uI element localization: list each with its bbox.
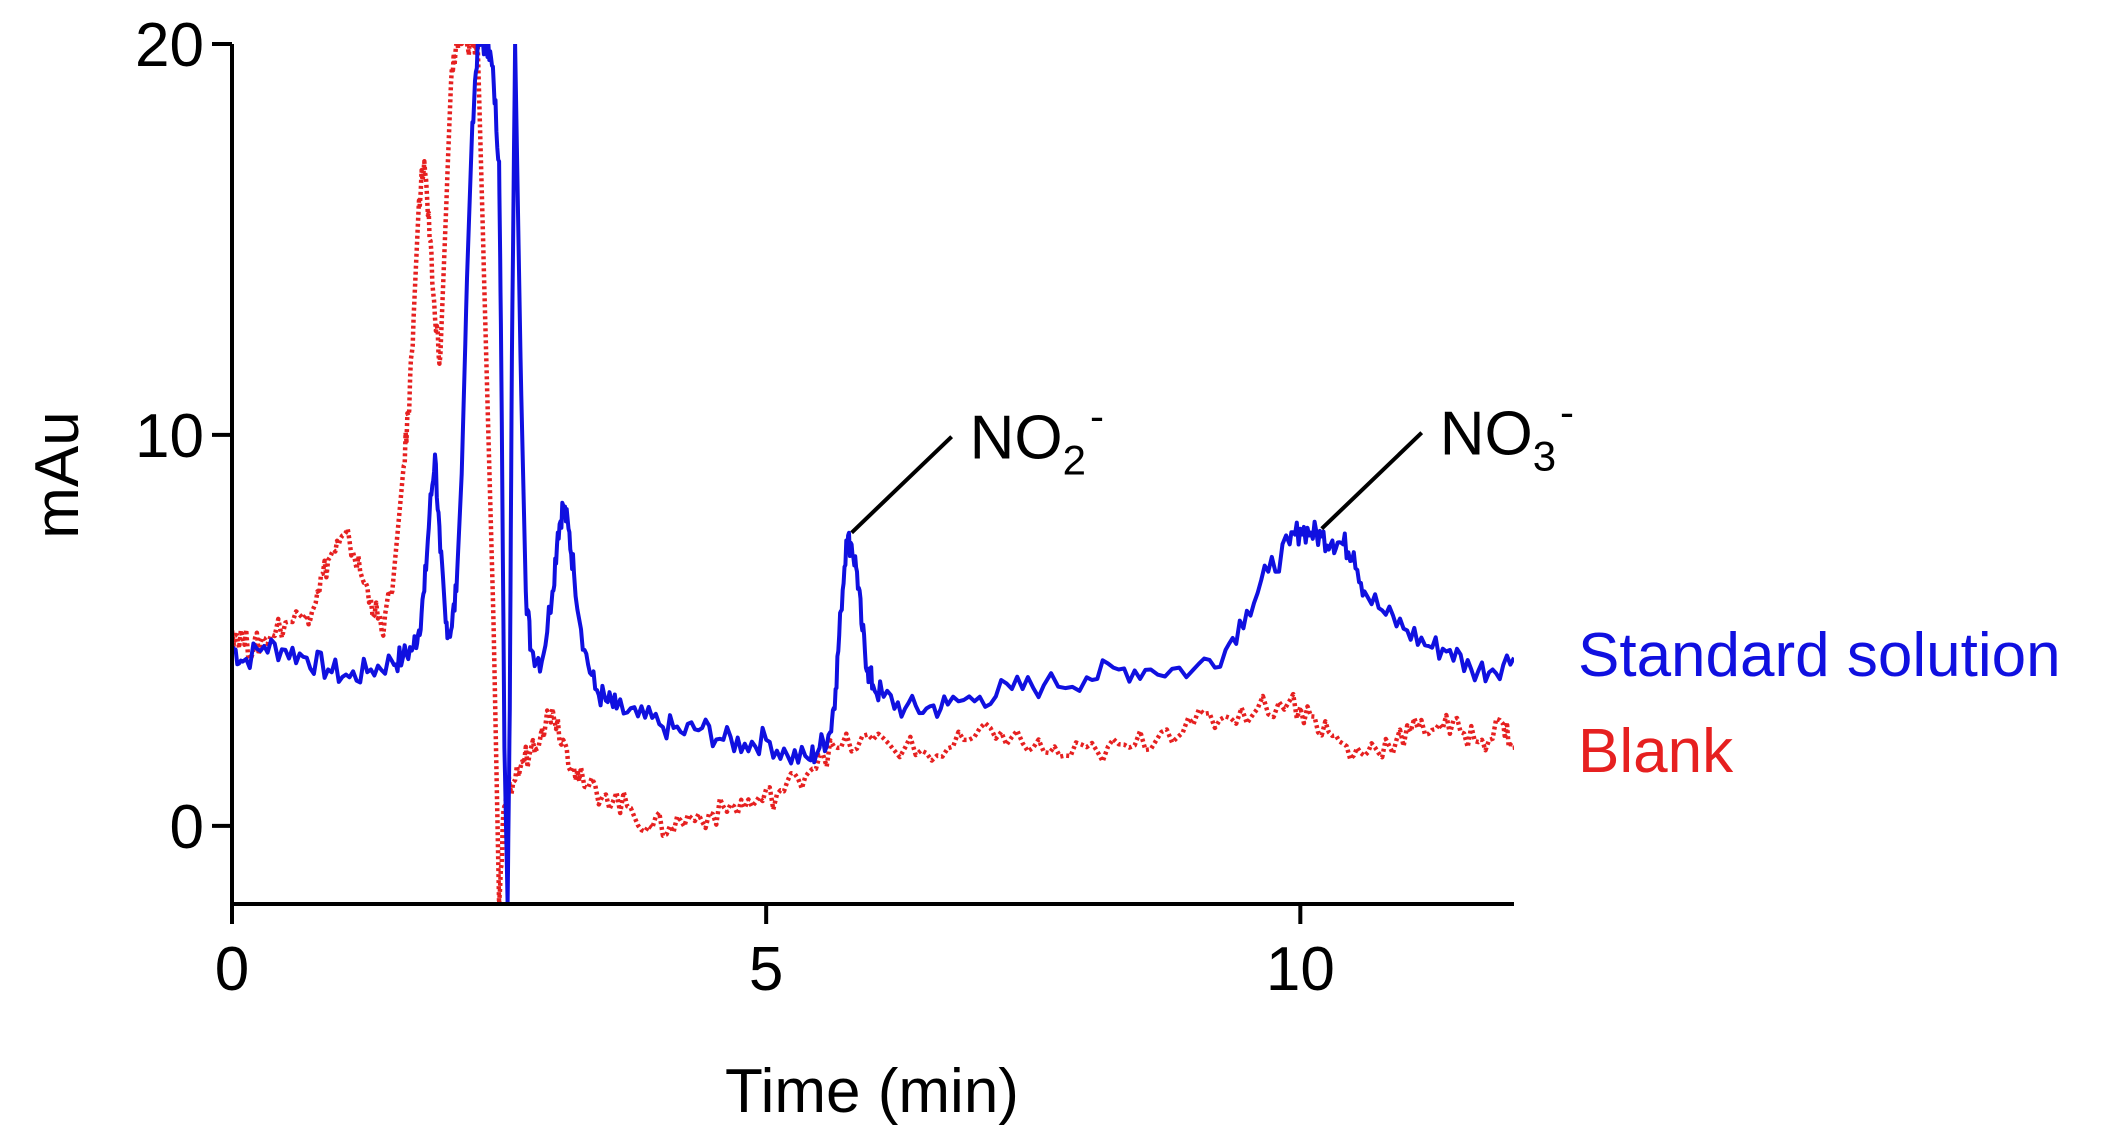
annotation-label: NO3- bbox=[1440, 389, 1574, 480]
x-axis-title: Time (min) bbox=[725, 1057, 1019, 1126]
annotation-leader-line bbox=[1320, 431, 1424, 531]
series-line-standard-solution bbox=[230, 44, 1514, 906]
x-tick-label: 10 bbox=[1266, 935, 1335, 1004]
annotation-label: NO2- bbox=[970, 393, 1104, 484]
annotation-layer: NO2- NO3- bbox=[850, 389, 1574, 535]
legend-entry-blank: Blank bbox=[1578, 717, 1734, 786]
series-layer bbox=[230, 44, 1514, 906]
x-tick-label: 5 bbox=[749, 935, 783, 1004]
legend-entry-standard-solution: Standard solution bbox=[1578, 621, 2061, 690]
plot-area bbox=[230, 44, 1514, 906]
series-line-blank bbox=[230, 44, 1514, 906]
y-tick-label: 10 bbox=[135, 402, 204, 471]
x-tick-label: 0 bbox=[215, 935, 249, 1004]
y-tick-label: 20 bbox=[135, 11, 204, 80]
y-axis-title: mAu bbox=[23, 411, 92, 538]
annotation-leader-line bbox=[850, 435, 954, 535]
ticks-layer: 0 5 10 0 10 20 bbox=[135, 11, 1335, 1004]
y-tick-label: 0 bbox=[170, 793, 204, 862]
